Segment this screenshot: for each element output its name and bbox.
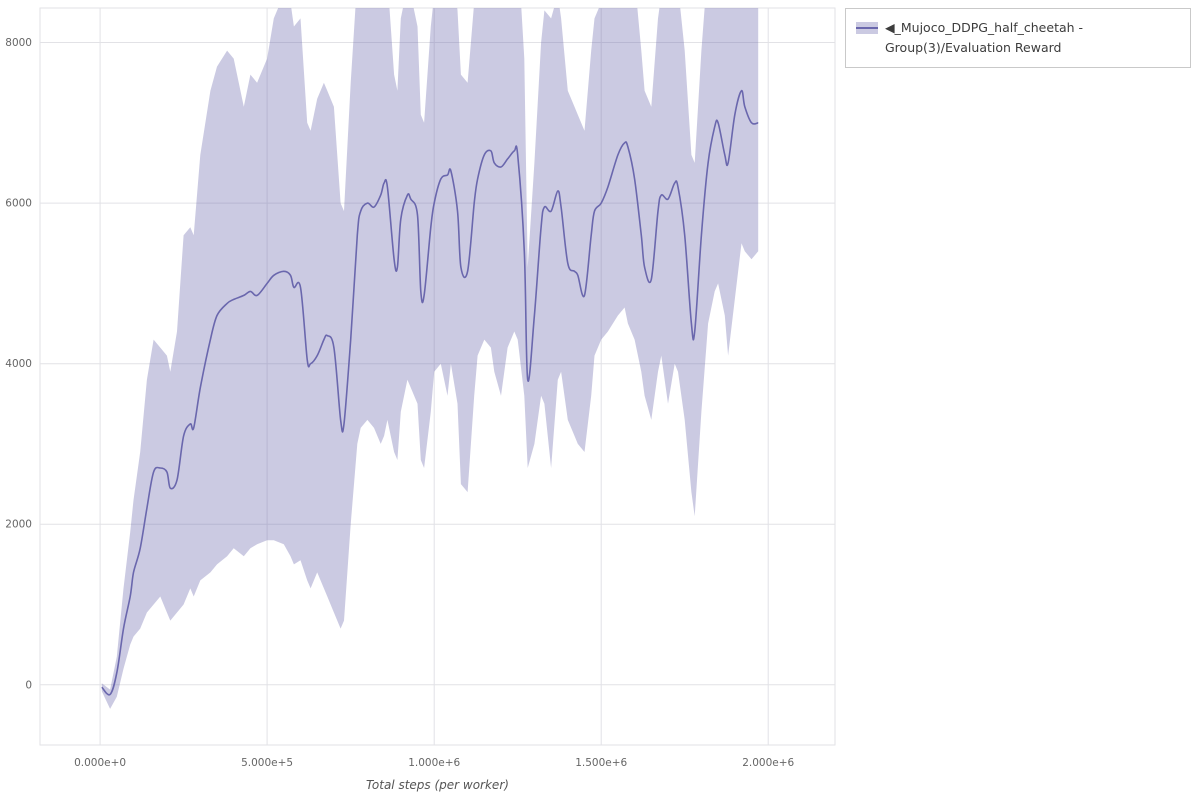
x-tick-label: 5.000e+5 <box>241 757 293 769</box>
x-tick-label: 1.000e+6 <box>408 757 460 769</box>
mean-line <box>101 89 759 696</box>
y-tick-label: 8000 <box>5 37 32 49</box>
reward-plot-canvas[interactable]: 0 2000 4000 6000 8000 0.000e+0 5.000e+5 1.000e+… <box>0 0 840 800</box>
y-tick-label: 4000 <box>5 358 32 370</box>
legend-label: ◀_Mujoco_DDPG_half_cheetah - Group(3)/Ev… <box>885 20 1084 55</box>
x-tick-label: 1.500e+6 <box>575 757 627 769</box>
legend-swatch-icon <box>856 22 878 34</box>
x-tick-label: 2.000e+6 <box>742 757 794 769</box>
legend-box: ◀_Mujoco_DDPG_half_cheetah - Group(3)/Ev… <box>845 8 1191 68</box>
x-axis-title: Total steps (per worker) <box>366 778 509 792</box>
y-tick-label: 0 <box>25 679 32 691</box>
y-tick-label: 6000 <box>5 198 32 210</box>
x-tick-label: 0.000e+0 <box>74 757 126 769</box>
legend-item-run[interactable]: ◀_Mujoco_DDPG_half_cheetah - Group(3)/Ev… <box>856 18 1180 58</box>
y-tick-label: 2000 <box>5 519 32 531</box>
confidence-band <box>101 8 759 709</box>
plot-frame <box>39 7 836 746</box>
